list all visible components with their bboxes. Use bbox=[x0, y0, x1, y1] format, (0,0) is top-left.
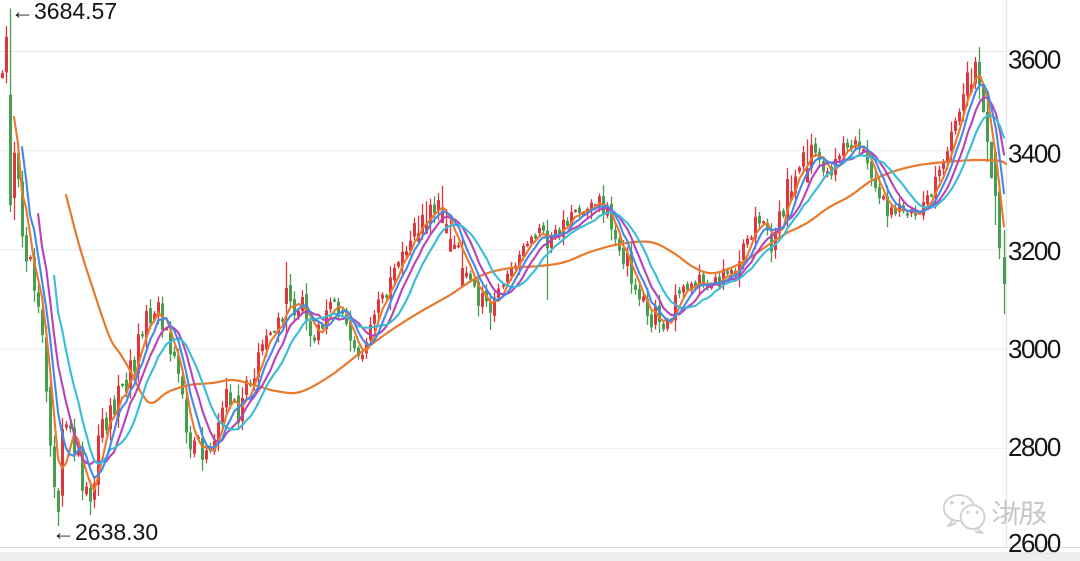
svg-text:3200: 3200 bbox=[1008, 236, 1061, 266]
svg-text:3400: 3400 bbox=[1008, 139, 1061, 169]
svg-text:←2638.30: ←2638.30 bbox=[52, 519, 158, 545]
svg-text:2800: 2800 bbox=[1008, 432, 1061, 462]
svg-text:3600: 3600 bbox=[1008, 45, 1061, 75]
svg-text:←3684.57: ←3684.57 bbox=[11, 0, 117, 24]
svg-text:3000: 3000 bbox=[1008, 334, 1061, 364]
